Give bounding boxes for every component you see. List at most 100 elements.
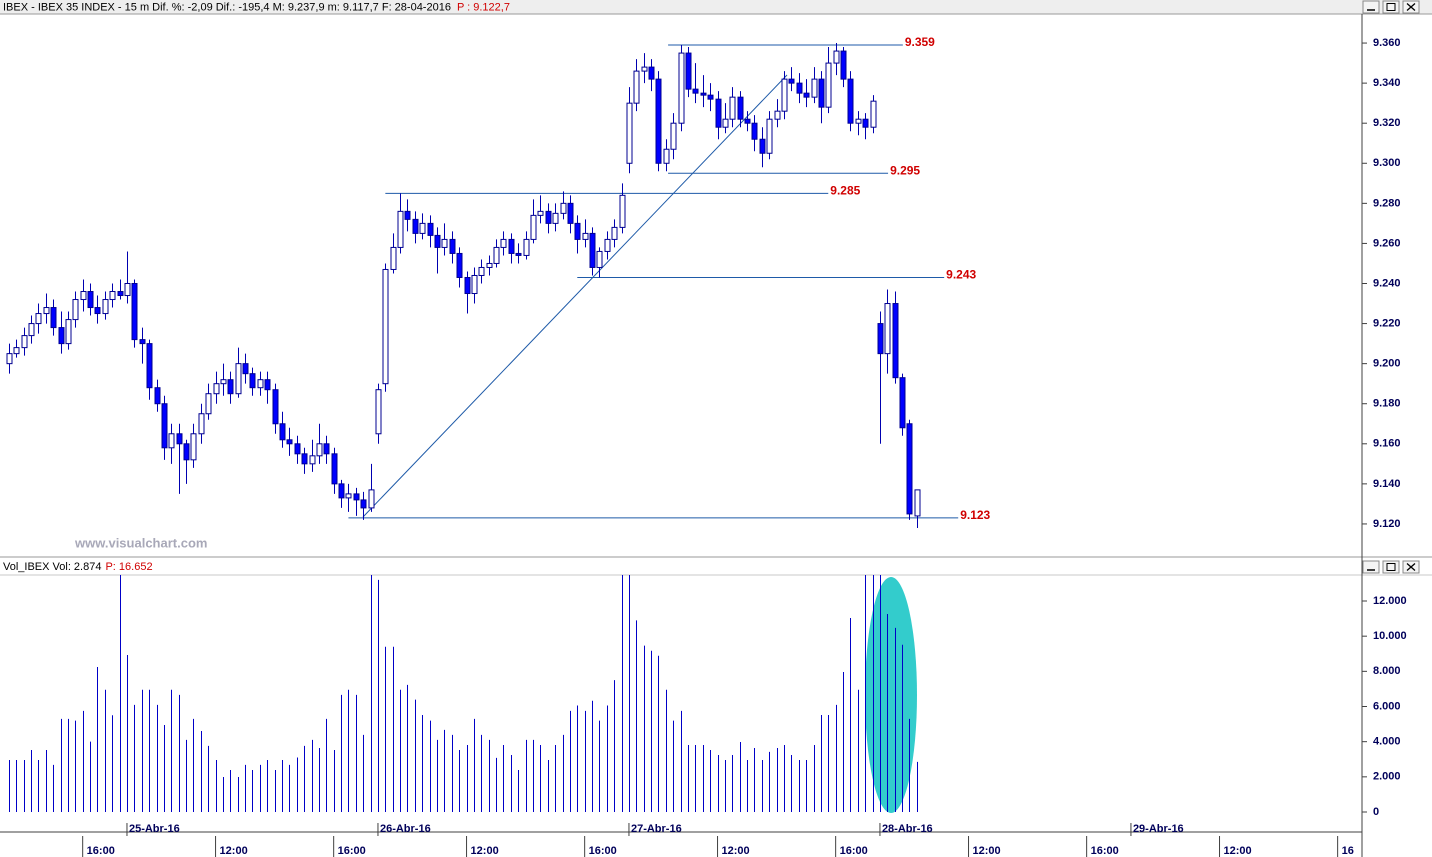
candle-body <box>35 313 42 325</box>
candle-body <box>596 250 603 268</box>
y-tick-label: 9.160 <box>1373 438 1401 450</box>
x-tick-label: 16:00 <box>87 845 115 857</box>
candle-body <box>257 379 264 389</box>
candle-body <box>213 383 220 395</box>
candle-body <box>508 238 515 254</box>
candle-body <box>368 489 375 509</box>
y-tick-label: 9.120 <box>1373 518 1401 530</box>
candle-body <box>227 379 234 395</box>
candle-body <box>58 327 65 345</box>
y-tick-label: 9.240 <box>1373 277 1401 289</box>
candle-body <box>862 118 869 128</box>
candle-body <box>146 343 153 389</box>
candle-body <box>168 433 175 449</box>
candle-body <box>338 483 345 499</box>
candle-body <box>707 94 714 100</box>
candle-body <box>560 202 567 214</box>
candle-body <box>65 319 72 345</box>
candle-body <box>766 118 773 154</box>
candle-body <box>774 110 781 120</box>
candle-body <box>670 122 677 150</box>
x-tick-label: 12:00 <box>973 845 1001 857</box>
candle-body <box>574 222 581 240</box>
volume-plot <box>9 575 918 813</box>
x-tick-label: 12:00 <box>722 845 750 857</box>
date-tick-label: 26-Abr-16 <box>380 823 431 835</box>
level-label: 9.123 <box>960 508 990 522</box>
volume-header: Vol_IBEX Vol: 2.874 <box>3 561 101 573</box>
candle-body <box>345 493 352 499</box>
candle-body <box>663 148 670 164</box>
candle-body <box>737 96 744 120</box>
candle-body <box>449 238 456 254</box>
y-tick-label: 9.260 <box>1373 237 1401 249</box>
minimize-button[interactable] <box>1362 0 1380 14</box>
candle-body <box>530 214 537 240</box>
axes: 16:00 12:00 16:00 12:00 16:00 12:00 16:00 12:00… <box>82 35 1407 857</box>
price-header: IBEX - IBEX 35 INDEX - 15 m Dif. %: -2,0… <box>3 1 451 13</box>
candle-body <box>715 98 722 128</box>
candle-body <box>279 423 286 441</box>
x-tick-label: 16:00 <box>338 845 366 857</box>
candle-body <box>412 218 419 234</box>
candle-body <box>13 347 20 355</box>
candle-body <box>50 307 57 329</box>
candle-body <box>190 433 197 461</box>
candle-body <box>80 291 87 301</box>
y-tick-label: 4.000 <box>1373 736 1401 748</box>
candle-body <box>176 433 183 445</box>
candle-body <box>139 339 146 345</box>
candle-body <box>892 303 899 379</box>
candle-body <box>198 413 205 435</box>
candle-body <box>722 118 729 128</box>
y-tick-label: 12.000 <box>1373 595 1407 607</box>
y-tick-label: 8.000 <box>1373 665 1401 677</box>
maximize-button[interactable] <box>1382 0 1400 14</box>
candle-body <box>471 274 478 295</box>
candle-body <box>685 52 692 90</box>
y-tick-label: 2.000 <box>1373 771 1401 783</box>
candle-body <box>242 363 249 375</box>
candle-body <box>309 455 316 465</box>
candle-body <box>124 282 131 297</box>
y-tick-label: 9.180 <box>1373 398 1401 410</box>
candle-body <box>353 493 360 501</box>
candle-body <box>375 389 382 435</box>
minimize-button[interactable] <box>1362 560 1380 574</box>
candle-body <box>316 443 323 457</box>
candle-body <box>382 268 389 385</box>
y-tick-label: 9.300 <box>1373 157 1401 169</box>
candle-body <box>427 222 434 236</box>
candle-body <box>478 266 485 276</box>
candle-body <box>131 282 138 341</box>
candle-body <box>818 78 825 108</box>
candle-body <box>906 423 913 515</box>
x-tick-label: 16:00 <box>1091 845 1119 857</box>
candle-body <box>360 499 367 509</box>
candle-body <box>537 210 544 216</box>
candle-body <box>759 138 766 154</box>
candle-body <box>286 439 293 445</box>
candle-body <box>825 62 832 108</box>
y-tick-label: 9.340 <box>1373 77 1401 89</box>
y-tick-label: 9.220 <box>1373 317 1401 329</box>
candle-body <box>619 194 626 228</box>
candle-body <box>87 291 94 309</box>
candle-body <box>877 323 884 355</box>
volume-last: P: 16.652 <box>105 561 152 573</box>
candle-body <box>390 246 397 270</box>
candle-body <box>294 443 301 455</box>
candle-body <box>102 299 109 315</box>
window-buttons[interactable] <box>1362 0 1420 574</box>
candle-body <box>515 252 522 256</box>
candle-body <box>914 489 921 517</box>
x-tick-label: 16:00 <box>589 845 617 857</box>
y-tick-label: 10.000 <box>1373 630 1407 642</box>
close-icon <box>1406 3 1416 11</box>
maximize-button[interactable] <box>1382 560 1400 574</box>
candle-body <box>117 291 124 297</box>
candle-body <box>464 276 471 295</box>
date-tick-label: 27-Abr-16 <box>631 823 682 835</box>
candle-body <box>641 66 648 72</box>
header-bar <box>0 0 1432 14</box>
